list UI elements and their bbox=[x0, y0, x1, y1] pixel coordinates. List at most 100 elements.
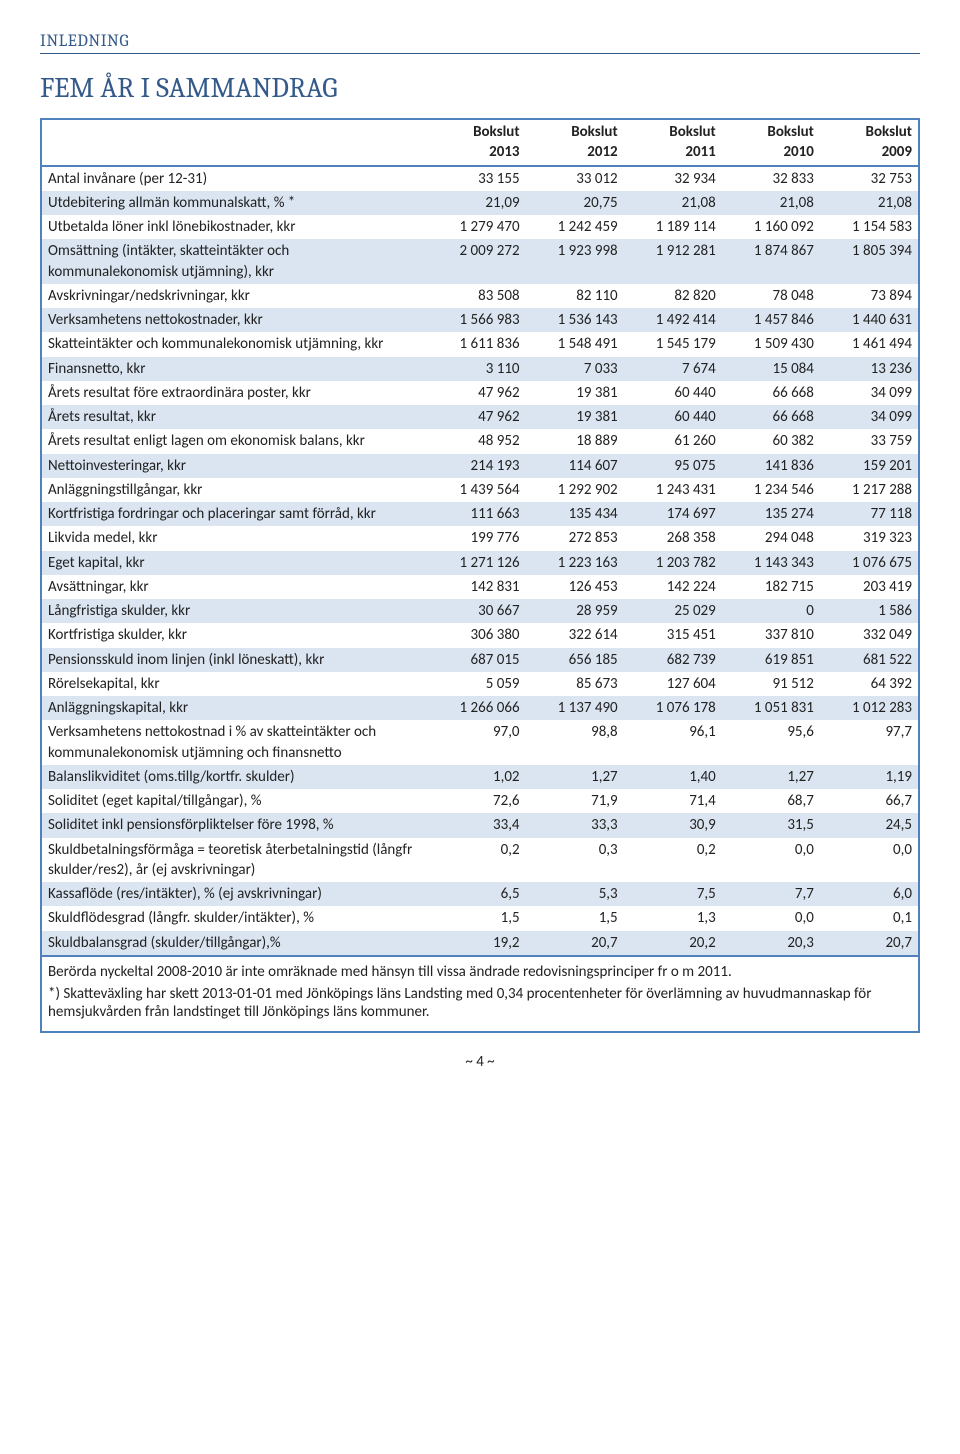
table-header-row: Bokslut 2013 Bokslut 2012 Bokslut 2011 B… bbox=[42, 120, 918, 166]
row-value: 135 434 bbox=[526, 502, 624, 526]
row-label: Avsättningar, kkr bbox=[42, 575, 427, 599]
row-value: 0,0 bbox=[820, 838, 918, 883]
row-value: 97,7 bbox=[820, 720, 918, 765]
row-value: 31,5 bbox=[722, 813, 820, 837]
row-value: 1 234 546 bbox=[722, 478, 820, 502]
row-value: 174 697 bbox=[624, 502, 722, 526]
table-row: Kortfristiga fordringar och placeringar … bbox=[42, 502, 918, 526]
row-value: 203 419 bbox=[820, 575, 918, 599]
row-value: 20,3 bbox=[722, 931, 820, 955]
row-value: 1 203 782 bbox=[624, 551, 722, 575]
row-value: 1 137 490 bbox=[526, 696, 624, 720]
row-label: Kortfristiga skulder, kkr bbox=[42, 623, 427, 647]
row-value: 127 604 bbox=[624, 672, 722, 696]
row-value: 1 440 631 bbox=[820, 308, 918, 332]
row-value: 3 110 bbox=[427, 357, 525, 381]
row-value: 0 bbox=[722, 599, 820, 623]
row-value: 332 049 bbox=[820, 623, 918, 647]
row-value: 30 667 bbox=[427, 599, 525, 623]
row-value: 1 874 867 bbox=[722, 239, 820, 284]
row-value: 20,7 bbox=[526, 931, 624, 955]
row-value: 0,2 bbox=[624, 838, 722, 883]
row-label: Soliditet inkl pensionsförpliktelser för… bbox=[42, 813, 427, 837]
row-label: Balanslikviditet (oms.tillg/kortfr. skul… bbox=[42, 765, 427, 789]
table-row: Långfristiga skulder, kkr30 66728 95925 … bbox=[42, 599, 918, 623]
row-value: 159 201 bbox=[820, 454, 918, 478]
row-value: 619 851 bbox=[722, 648, 820, 672]
table-row: Pensionsskuld inom linjen (inkl löneskat… bbox=[42, 648, 918, 672]
row-value: 24,5 bbox=[820, 813, 918, 837]
row-value: 61 260 bbox=[624, 429, 722, 453]
table-row: Årets resultat före extraordinära poster… bbox=[42, 381, 918, 405]
row-value: 7 674 bbox=[624, 357, 722, 381]
row-value: 21,08 bbox=[624, 191, 722, 215]
row-value: 15 084 bbox=[722, 357, 820, 381]
row-value: 34 099 bbox=[820, 381, 918, 405]
row-value: 1,5 bbox=[427, 906, 525, 930]
row-value: 95,6 bbox=[722, 720, 820, 765]
table-row: Balanslikviditet (oms.tillg/kortfr. skul… bbox=[42, 765, 918, 789]
row-value: 28 959 bbox=[526, 599, 624, 623]
table-row: Soliditet (eget kapital/tillgångar), %72… bbox=[42, 789, 918, 813]
table-body: Antal invånare (per 12-31)33 15533 01232… bbox=[42, 166, 918, 955]
row-value: 33,4 bbox=[427, 813, 525, 837]
table-row: Anläggningskapital, kkr1 266 0661 137 49… bbox=[42, 696, 918, 720]
row-value: 60 382 bbox=[722, 429, 820, 453]
row-value: 306 380 bbox=[427, 623, 525, 647]
header-year: 2010 bbox=[728, 142, 814, 162]
row-value: 1 492 414 bbox=[624, 308, 722, 332]
header-year: 2011 bbox=[630, 142, 716, 162]
row-label: Pensionsskuld inom linjen (inkl löneskat… bbox=[42, 648, 427, 672]
row-value: 19 381 bbox=[526, 381, 624, 405]
row-value: 60 440 bbox=[624, 405, 722, 429]
row-label: Skuldbalansgrad (skulder/tillgångar),% bbox=[42, 931, 427, 955]
table-row: Antal invånare (per 12-31)33 15533 01232… bbox=[42, 166, 918, 191]
header-label: Bokslut bbox=[866, 123, 912, 141]
footnote-1: Berörda nyckeltal 2008-2010 är inte omrä… bbox=[48, 963, 912, 981]
row-value: 135 274 bbox=[722, 502, 820, 526]
row-value: 47 962 bbox=[427, 381, 525, 405]
row-label: Skuldflödesgrad (långfr. skulder/intäkte… bbox=[42, 906, 427, 930]
row-label: Antal invånare (per 12-31) bbox=[42, 166, 427, 191]
table-row: Årets resultat enligt lagen om ekonomisk… bbox=[42, 429, 918, 453]
header-year: 2009 bbox=[826, 142, 912, 162]
page-number: ~ 4 ~ bbox=[40, 1053, 920, 1071]
row-label: Årets resultat enligt lagen om ekonomisk… bbox=[42, 429, 427, 453]
row-value: 97,0 bbox=[427, 720, 525, 765]
table-row: Skuldbetalningsförmåga = teoretisk återb… bbox=[42, 838, 918, 883]
row-value: 73 894 bbox=[820, 284, 918, 308]
row-value: 68,7 bbox=[722, 789, 820, 813]
table-row: Kortfristiga skulder, kkr306 380322 6143… bbox=[42, 623, 918, 647]
table-row: Skatteintäkter och kommunalekonomisk utj… bbox=[42, 332, 918, 356]
table-row: Skuldflödesgrad (långfr. skulder/intäkte… bbox=[42, 906, 918, 930]
row-value: 1 566 983 bbox=[427, 308, 525, 332]
row-value: 1 243 431 bbox=[624, 478, 722, 502]
row-label: Utdebitering allmän kommunalskatt, % * bbox=[42, 191, 427, 215]
header-col-2011: Bokslut 2011 bbox=[624, 120, 722, 166]
row-label: Anläggningskapital, kkr bbox=[42, 696, 427, 720]
header-col-2012: Bokslut 2012 bbox=[526, 120, 624, 166]
row-value: 33 155 bbox=[427, 166, 525, 191]
row-value: 98,8 bbox=[526, 720, 624, 765]
footnote-2: *) Skatteväxling har skett 2013-01-01 me… bbox=[48, 985, 912, 1021]
row-value: 315 451 bbox=[624, 623, 722, 647]
row-value: 1 223 163 bbox=[526, 551, 624, 575]
row-value: 30,9 bbox=[624, 813, 722, 837]
row-value: 6,0 bbox=[820, 882, 918, 906]
row-value: 1 586 bbox=[820, 599, 918, 623]
row-value: 681 522 bbox=[820, 648, 918, 672]
row-value: 85 673 bbox=[526, 672, 624, 696]
row-value: 1 271 126 bbox=[427, 551, 525, 575]
row-value: 66,7 bbox=[820, 789, 918, 813]
row-value: 1 217 288 bbox=[820, 478, 918, 502]
table-row: Omsättning (intäkter, skatteintäkter och… bbox=[42, 239, 918, 284]
row-label: Utbetalda löner inkl lönebikostnader, kk… bbox=[42, 215, 427, 239]
row-value: 1,02 bbox=[427, 765, 525, 789]
row-value: 72,6 bbox=[427, 789, 525, 813]
row-value: 1 923 998 bbox=[526, 239, 624, 284]
row-value: 1 051 831 bbox=[722, 696, 820, 720]
row-value: 114 607 bbox=[526, 454, 624, 478]
row-value: 1 536 143 bbox=[526, 308, 624, 332]
row-value: 0,1 bbox=[820, 906, 918, 930]
row-value: 141 836 bbox=[722, 454, 820, 478]
